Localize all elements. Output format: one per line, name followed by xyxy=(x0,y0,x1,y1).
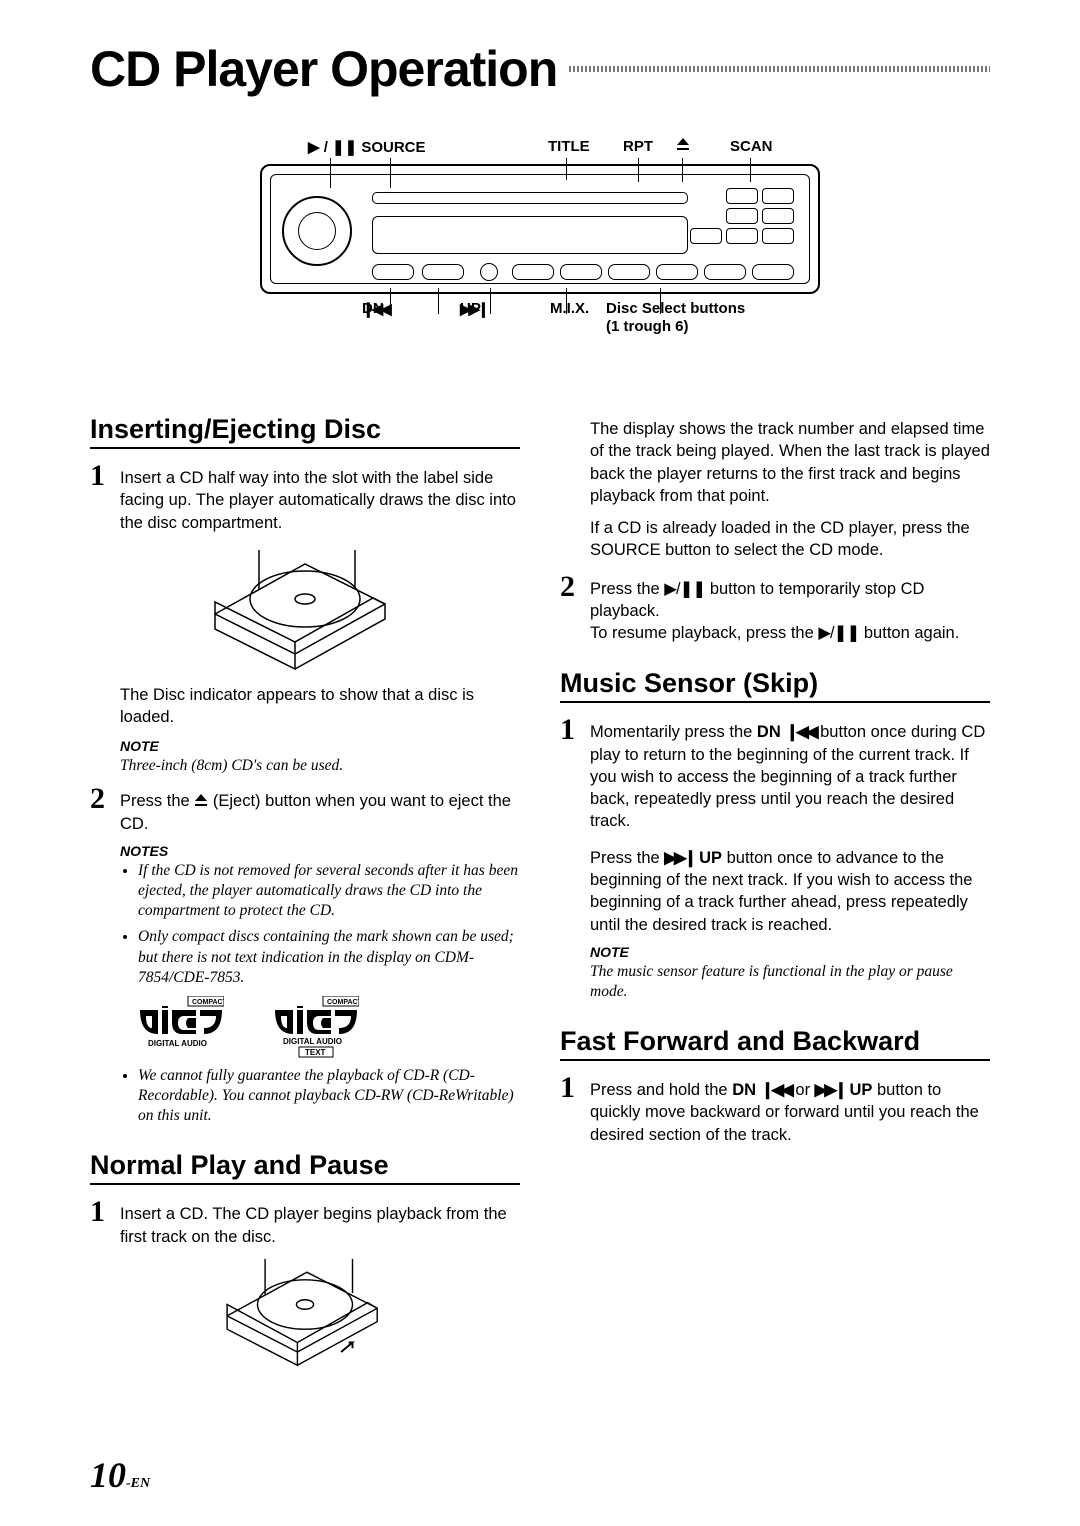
step-ff-1: 1 Press and hold the DN ❙◀◀ or ▶▶❙ UP bu… xyxy=(560,1073,990,1146)
notes-heading: NOTES xyxy=(120,843,520,859)
svg-text:COMPACT: COMPACT xyxy=(327,999,359,1006)
step-ms-1: 1 Momentarily press the DN ❙◀◀ button on… xyxy=(560,715,990,935)
step-play-1: 1 Insert a CD. The CD player begins play… xyxy=(90,1197,520,1248)
step-text: Press the (Eject) button when you want t… xyxy=(120,784,520,835)
faceplate xyxy=(260,164,820,294)
svg-text:COMPACT: COMPACT xyxy=(192,999,224,1006)
cd-play-illustration xyxy=(210,1254,400,1374)
svg-text:DIGITAL AUDIO: DIGITAL AUDIO xyxy=(148,1039,207,1048)
skip-fwd-icon: ▶▶❙ xyxy=(815,1081,845,1099)
label-title: TITLE xyxy=(548,138,590,155)
step-text: Momentarily press the DN ❙◀◀ button once… xyxy=(590,715,990,935)
step-text: Insert a CD half way into the slot with … xyxy=(120,461,520,534)
eject-icon xyxy=(676,138,690,150)
label-disc-select: Disc Select buttons xyxy=(606,300,745,317)
skip-fwd-icon: ▶▶❙ xyxy=(664,849,694,867)
step-insert-2: 2 Press the (Eject) button when you want… xyxy=(90,784,520,835)
label-play-source: ▶ / ❚❚ SOURCE xyxy=(308,138,426,156)
note-item: If the CD is not removed for several sec… xyxy=(138,861,520,921)
label-rpt: RPT xyxy=(623,138,653,155)
notes-list-2: We cannot fully guarantee the playback o… xyxy=(120,1066,520,1126)
step-number: 2 xyxy=(560,572,590,645)
skip-back-icon: ❙◀◀ xyxy=(785,723,815,741)
cd-logos: COMPACT DIGITAL AUDIO COMPACT xyxy=(138,996,520,1058)
faceplate-diagram: ▶ / ❚❚ SOURCE TITLE RPT SCAN xyxy=(260,138,820,350)
para-disc-indicator: The Disc indicator appears to show that … xyxy=(120,684,520,729)
svg-text:DIGITAL AUDIO: DIGITAL AUDIO xyxy=(283,1037,342,1046)
disc-slot xyxy=(372,192,688,204)
label-disc-select-sub: (1 trough 6) xyxy=(606,318,689,335)
step-number: 1 xyxy=(90,461,120,534)
note-item: We cannot fully guarantee the playback o… xyxy=(138,1066,520,1126)
step-number: 1 xyxy=(90,1197,120,1248)
cd-insert-illustration xyxy=(195,544,415,674)
step-text: Press and hold the DN ❙◀◀ or ▶▶❙ UP butt… xyxy=(590,1073,990,1146)
notes-list: If the CD is not removed for several sec… xyxy=(120,861,520,988)
heading-ff: Fast Forward and Backward xyxy=(560,1026,990,1061)
play-pause-icon: ▶/❚❚ xyxy=(664,580,705,598)
svg-text:TEXT: TEXT xyxy=(305,1048,326,1057)
eject-icon xyxy=(194,794,208,806)
left-column: Inserting/Ejecting Disc 1 Insert a CD ha… xyxy=(90,390,520,1384)
heading-music-sensor: Music Sensor (Skip) xyxy=(560,668,990,703)
step-number: 1 xyxy=(560,715,590,935)
step-number: 2 xyxy=(90,784,120,835)
display-window xyxy=(372,216,688,254)
title-rule xyxy=(569,66,990,72)
para-source: If a CD is already loaded in the CD play… xyxy=(590,517,990,562)
heading-insert-eject: Inserting/Ejecting Disc xyxy=(90,414,520,449)
label-mix: M.I.X. xyxy=(550,300,589,317)
play-pause-icon: ▶/❚❚ xyxy=(818,624,859,642)
note-heading: NOTE xyxy=(590,944,990,960)
page-number: 10-EN xyxy=(90,1454,150,1496)
page-title-row: CD Player Operation xyxy=(90,40,990,98)
right-column: The display shows the track number and e… xyxy=(560,390,990,1384)
rotary-knob xyxy=(282,196,352,266)
heading-normal-play: Normal Play and Pause xyxy=(90,1150,520,1185)
step-number: 1 xyxy=(560,1073,590,1146)
note-8cm: Three-inch (8cm) CD's can be used. xyxy=(120,756,520,776)
compact-disc-logo: COMPACT DIGITAL AUDIO xyxy=(138,996,224,1048)
para-display-info: The display shows the track number and e… xyxy=(590,418,990,507)
step-play-2: 2 Press the ▶/❚❚ button to temporarily s… xyxy=(560,572,990,645)
skip-back-icon: ❙◀◀ xyxy=(761,1081,791,1099)
note-ms: The music sensor feature is functional i… xyxy=(590,962,990,1002)
page-title: CD Player Operation xyxy=(90,40,557,98)
note-item: Only compact discs containing the mark s… xyxy=(138,927,520,987)
step-text: Insert a CD. The CD player begins playba… xyxy=(120,1197,520,1248)
label-scan: SCAN xyxy=(730,138,773,155)
step-insert-1: 1 Insert a CD half way into the slot wit… xyxy=(90,461,520,534)
compact-disc-text-logo: COMPACT DIGITAL AUDIO TEXT xyxy=(273,996,359,1058)
step-text: Press the ▶/❚❚ button to temporarily sto… xyxy=(590,572,990,645)
note-heading: NOTE xyxy=(120,738,520,754)
